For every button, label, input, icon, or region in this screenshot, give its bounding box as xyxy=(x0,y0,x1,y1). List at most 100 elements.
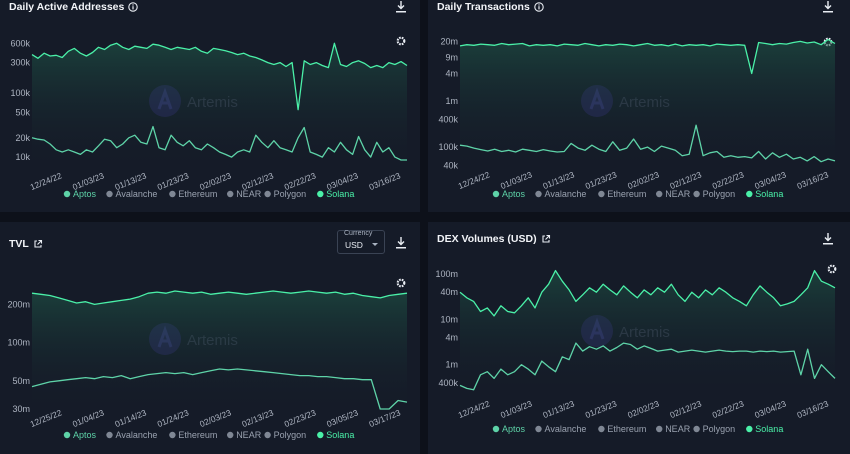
legend-item-near[interactable]: NEAR xyxy=(227,189,262,199)
legend-item-aptos[interactable]: Aptos xyxy=(492,189,526,199)
legend-item-polygon[interactable]: Polygon xyxy=(264,189,306,199)
y-tick-label: 400k xyxy=(438,114,458,124)
chart-2: Artemis200m100m50m30m12/25/2201/04/2301/… xyxy=(7,290,408,440)
legend-item-avalanche[interactable]: Avalanche xyxy=(535,189,586,199)
legend-item-polygon[interactable]: Polygon xyxy=(693,189,735,199)
legend-dot-icon xyxy=(317,190,324,198)
external-link-icon[interactable] xyxy=(541,234,551,244)
settings-gear-icon[interactable] xyxy=(395,35,407,47)
aptos-series-line xyxy=(459,124,836,163)
legend-label: Solana xyxy=(326,189,354,199)
legend-item-near[interactable]: NEAR xyxy=(227,430,262,440)
legend-item-aptos[interactable]: Aptos xyxy=(63,189,97,199)
x-tick-label: 01/23/23 xyxy=(584,398,619,420)
legend-dot-icon xyxy=(264,431,271,439)
legend-label: Solana xyxy=(755,424,783,434)
legend-item-solana[interactable]: Solana xyxy=(317,430,354,440)
settings-gear-icon[interactable] xyxy=(826,263,838,275)
panel-title: DEX Volumes (USD) xyxy=(437,233,551,245)
solana-series-line xyxy=(459,38,836,75)
legend-item-avalanche[interactable]: Avalanche xyxy=(535,424,586,434)
x-tick-label: 02/12/23 xyxy=(668,169,703,191)
legend-label: Avalanche xyxy=(116,430,158,440)
legend-dot-icon xyxy=(693,425,700,433)
legend-item-polygon[interactable]: Polygon xyxy=(693,424,735,434)
legend-label: NEAR xyxy=(665,189,691,199)
download-icon[interactable] xyxy=(395,236,407,250)
x-tick-label: 03/17/23 xyxy=(367,407,402,429)
x-tick-label: 02/13/23 xyxy=(240,407,275,429)
y-tick-label: 600k xyxy=(10,38,30,48)
legend-label: Aptos xyxy=(502,424,526,434)
x-tick-label: 02/22/23 xyxy=(711,169,746,191)
y-tick-label: 1m xyxy=(445,96,458,106)
legend-label: Polygon xyxy=(703,424,736,434)
y-tick-label: 10m xyxy=(440,314,458,324)
legend-item-near[interactable]: NEAR xyxy=(656,189,691,199)
x-tick-label: 01/04/23 xyxy=(71,407,106,429)
solana-area xyxy=(460,39,835,168)
legend-label: Avalanche xyxy=(116,189,158,199)
legend-item-near[interactable]: NEAR xyxy=(656,424,691,434)
solana-area xyxy=(460,270,835,392)
solana-series-line xyxy=(31,290,408,306)
legend-item-ethereum[interactable]: Ethereum xyxy=(169,189,217,199)
y-tick-label: 100m xyxy=(7,338,30,348)
x-tick-label: 01/03/23 xyxy=(499,398,534,420)
info-icon[interactable] xyxy=(534,2,544,12)
solana-series-line xyxy=(459,269,836,317)
x-tick-label: 01/13/23 xyxy=(541,169,576,191)
x-tick-label: 02/02/23 xyxy=(626,398,661,420)
legend-dot-icon xyxy=(656,190,663,198)
settings-gear-icon[interactable] xyxy=(395,277,407,289)
legend-item-aptos[interactable]: Aptos xyxy=(492,424,526,434)
x-tick-label: 03/16/23 xyxy=(367,170,402,192)
x-tick-label: 03/16/23 xyxy=(795,169,830,191)
legend-label: Aptos xyxy=(502,189,526,199)
download-icon[interactable] xyxy=(822,0,834,14)
panel-title-text: Daily Active Addresses xyxy=(9,1,125,13)
legend-label: Polygon xyxy=(274,430,307,440)
legend-item-aptos[interactable]: Aptos xyxy=(63,430,97,440)
external-link-icon[interactable] xyxy=(33,239,43,249)
legend-dot-icon xyxy=(169,190,176,198)
download-icon[interactable] xyxy=(395,0,407,14)
legend-dot-icon xyxy=(693,190,700,198)
legend-item-ethereum[interactable]: Ethereum xyxy=(169,430,217,440)
y-tick-label: 9m xyxy=(445,52,458,62)
y-tick-label: 100k xyxy=(438,142,458,152)
legend-item-solana[interactable]: Solana xyxy=(317,189,354,199)
legend-label: NEAR xyxy=(236,189,262,199)
x-tick-label: 01/24/23 xyxy=(156,407,191,429)
aptos-series-line xyxy=(459,342,836,391)
legend-item-ethereum[interactable]: Ethereum xyxy=(598,189,646,199)
legend-item-avalanche[interactable]: Avalanche xyxy=(106,430,157,440)
legend-item-ethereum[interactable]: Ethereum xyxy=(598,424,646,434)
legend-dot-icon xyxy=(106,190,113,198)
y-tick-label: 50k xyxy=(15,107,30,117)
legend-item-solana[interactable]: Solana xyxy=(746,189,783,199)
legend-label: Aptos xyxy=(73,189,97,199)
legend-item-polygon[interactable]: Polygon xyxy=(264,430,306,440)
legend-dot-icon xyxy=(492,190,500,198)
currency-select[interactable]: Currency USD xyxy=(337,230,385,254)
legend-dot-icon xyxy=(63,190,71,198)
x-tick-label: 12/24/22 xyxy=(457,398,492,420)
x-tick-label: 01/14/23 xyxy=(113,407,148,429)
legend-dot-icon xyxy=(227,431,234,439)
download-icon[interactable] xyxy=(822,232,834,246)
solana-series-line xyxy=(31,42,408,111)
y-tick-label: 100k xyxy=(10,88,30,98)
panel-title: TVL xyxy=(9,238,43,250)
currency-value: USD xyxy=(345,240,363,250)
y-tick-label: 200m xyxy=(7,299,30,309)
legend-item-avalanche[interactable]: Avalanche xyxy=(106,189,157,199)
currency-label: Currency xyxy=(344,230,373,237)
legend-dot-icon xyxy=(106,431,113,439)
legend-dot-icon xyxy=(264,190,271,198)
x-tick-label: 03/05/23 xyxy=(325,407,360,429)
x-tick-label: 12/24/22 xyxy=(29,170,64,192)
info-icon[interactable] xyxy=(128,2,139,12)
legend-item-solana[interactable]: Solana xyxy=(746,424,783,434)
panel-title: Daily Active Addresses xyxy=(9,1,139,13)
